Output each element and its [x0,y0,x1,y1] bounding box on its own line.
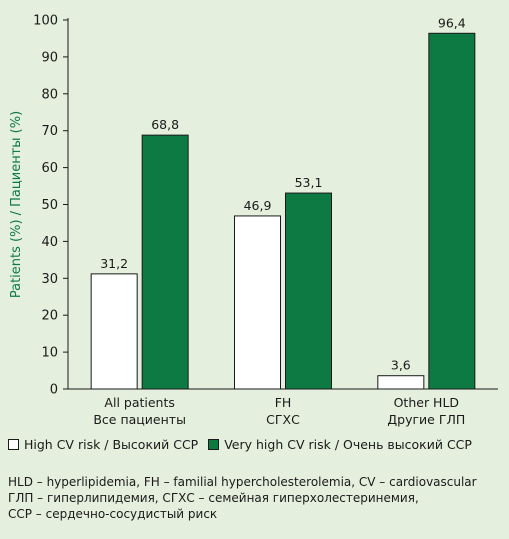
data-label-high-cv-risk: 46,9 [244,198,272,213]
y-tick-label: 90 [41,50,58,65]
data-label-very-high-cv-risk: 96,4 [438,15,466,30]
data-label-very-high-cv-risk: 68,8 [151,117,179,132]
y-tick-label: 0 [50,383,58,398]
legend: High CV risk / Высокий ССР Very high CV … [8,437,482,452]
bar-very-high-cv-risk [285,192,332,390]
bar-high-cv-risk [377,375,425,390]
legend-label-high: High CV risk / Высокий ССР [24,437,199,452]
x-category-label: FH [275,395,292,410]
data-label-very-high-cv-risk: 53,1 [295,175,323,190]
legend-item-high: High CV risk / Высокий ССР [8,437,198,452]
abbreviation-notes: HLD – hyperlipidemia, FH – familial hype… [8,474,503,522]
bar-very-high-cv-risk [141,134,189,390]
legend-label-very-high: Very high CV risk / Очень высокий ССР [224,437,472,452]
x-category-label: Другие ГЛП [387,412,465,427]
bar-chart: 0 10 20 30 40 50 60 70 80 90 100 Patients (%) / Пац… [9,14,498,427]
x-category-label: Other HLD [394,395,459,410]
x-category-label: Все пациенты [93,412,186,427]
data-label-high-cv-risk: 3,6 [391,358,411,373]
y-tick-label: 80 [41,87,58,102]
legend-swatch-very-high [208,439,220,450]
data-label-high-cv-risk: 31,2 [100,256,128,271]
note-line-3: ССР – сердечно-сосудистый риск [8,507,218,521]
y-tick-label: 50 [41,198,58,213]
bar-very-high-cv-risk [428,32,476,390]
x-category-label: СГХС [266,412,300,427]
bar-high-cv-risk [234,215,281,390]
y-tick-label: 40 [41,235,58,250]
legend-item-very-high: Very high CV risk / Очень высокий ССР [208,437,472,452]
y-tick-label: 20 [41,309,58,324]
y-tick-label: 100 [33,14,58,29]
legend-swatch-high [8,439,19,450]
note-line-1: HLD – hyperlipidemia, FH – familial hype… [8,475,477,489]
bar-high-cv-risk [90,273,138,390]
x-category-label: All patients [104,395,174,410]
y-tick-label: 70 [41,124,58,139]
y-tick-label: 10 [41,346,58,361]
note-line-2: ГЛП – гиперлипидемия, СГХС – семейная ги… [8,491,419,505]
y-tick-label: 60 [41,161,58,176]
y-tick-label: 30 [41,272,58,287]
y-axis-title: Patients (%) / Пациенты (%) [9,111,24,298]
